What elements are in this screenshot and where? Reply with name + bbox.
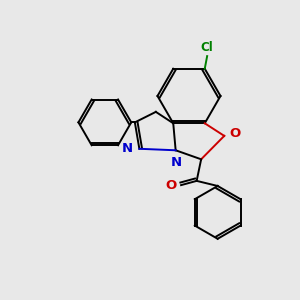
Text: Cl: Cl xyxy=(201,41,214,54)
Text: N: N xyxy=(171,156,182,169)
Text: O: O xyxy=(165,179,176,192)
Text: O: O xyxy=(230,127,241,140)
Text: N: N xyxy=(122,142,133,155)
